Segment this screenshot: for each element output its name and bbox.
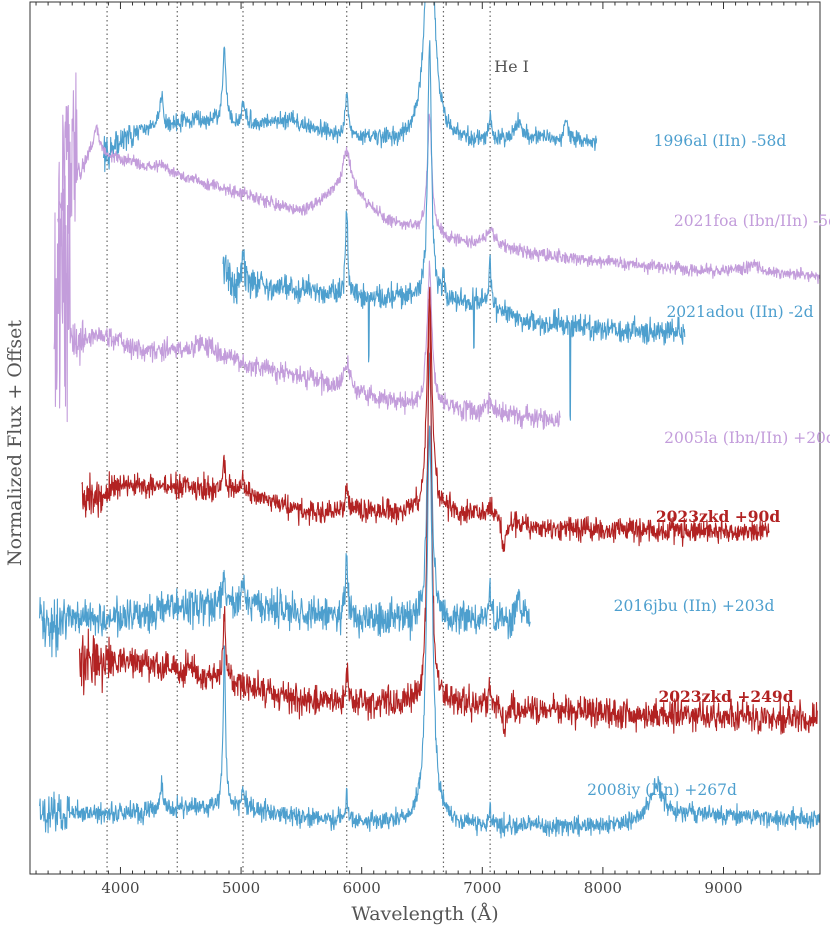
series-label: 2023zkd +249d bbox=[658, 687, 793, 706]
plot-frame bbox=[29, 1, 821, 875]
spectrum-line bbox=[39, 425, 820, 839]
x-tick-label: 8000 bbox=[584, 879, 622, 897]
series-label: 2021foa (Ibn/IIn) -5d bbox=[674, 212, 830, 230]
x-axis: 4000 5000 6000 7000 8000 9000 bbox=[35, 2, 821, 897]
series-label: 2021adou (IIn) -2d bbox=[666, 303, 813, 321]
y-axis-label: Normalized Flux + Offset bbox=[4, 320, 26, 566]
x-axis-label: Wavelength (Å) bbox=[351, 903, 498, 925]
x-tick-label: 6000 bbox=[343, 879, 381, 897]
spectrum-line bbox=[103, 2, 598, 173]
series-label: 1996al (IIn) -58d bbox=[654, 132, 787, 150]
spectra-series bbox=[39, 2, 820, 839]
spectrum-line bbox=[78, 286, 818, 738]
series-label: 2023zkd +90d bbox=[656, 507, 780, 526]
spectrum-line bbox=[81, 298, 770, 553]
spectrum-line bbox=[53, 161, 561, 430]
he-i-annotation: He I bbox=[494, 57, 529, 76]
x-tick-label: 7000 bbox=[463, 879, 501, 897]
spectrum-line bbox=[39, 352, 531, 658]
line-id-guides bbox=[106, 2, 491, 874]
x-tick-label: 4000 bbox=[101, 879, 139, 897]
series-label: 2016jbu (IIn) +203d bbox=[614, 597, 775, 615]
x-tick-label: 5000 bbox=[222, 879, 260, 897]
spectrum-line bbox=[222, 40, 686, 421]
series-label: 2008iy (IIn) +267d bbox=[587, 781, 737, 799]
series-labels: 1996al (IIn) -58d 2021foa (Ibn/IIn) -5d 20… bbox=[587, 132, 830, 799]
spectrum-line bbox=[57, 72, 820, 285]
series-label: 2005la (Ibn/IIn) +20d bbox=[664, 429, 830, 447]
x-tick-label: 9000 bbox=[704, 879, 742, 897]
